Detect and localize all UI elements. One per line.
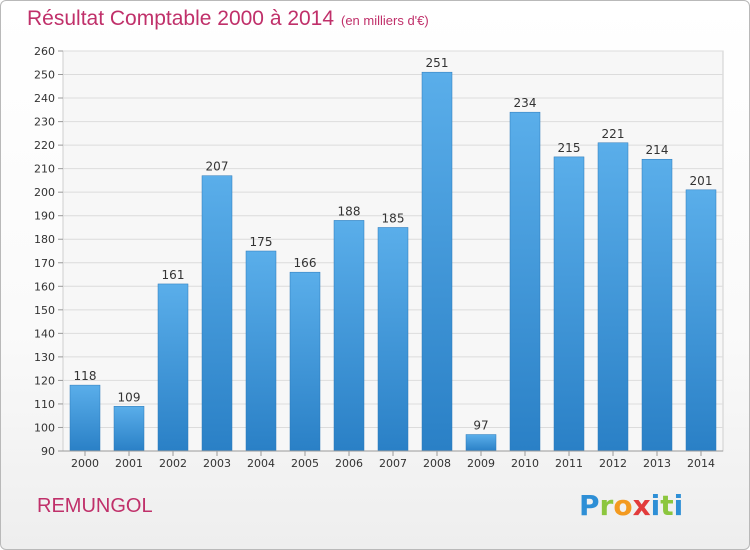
y-tick-label: 130: [34, 351, 55, 364]
y-tick-label: 90: [41, 445, 55, 458]
y-tick-label: 120: [34, 374, 55, 387]
x-tick-label-2000: 2000: [71, 457, 99, 470]
x-axis: 2000 2001 2002 2003 2004 2005 2006 2007 2008 2009…: [63, 450, 723, 470]
chart-subtitle: (en milliers d'€): [341, 13, 429, 28]
x-tick-label-2007: 2007: [379, 457, 407, 470]
x-tick-label-2006: 2006: [335, 457, 363, 470]
data-labels: 118 109 161 207 175 166 188 185 251 97 234 215 221 21…: [74, 56, 713, 432]
y-tick-label: 220: [34, 139, 55, 152]
x-tick-label-2013: 2013: [643, 457, 671, 470]
x-tick-label-2009: 2009: [467, 457, 495, 470]
y-tick-label: 230: [34, 116, 55, 129]
x-tick-label-2014: 2014: [687, 457, 715, 470]
data-label-2009: 97: [473, 419, 488, 433]
data-label-2012: 221: [602, 127, 625, 141]
x-tick-label-2004: 2004: [247, 457, 275, 470]
data-label-2011: 215: [558, 141, 581, 155]
bar-2010: [509, 111, 541, 452]
bar-2003: [201, 175, 233, 452]
bars: [69, 71, 717, 452]
y-tick-label: 250: [34, 69, 55, 82]
proxiti-logo: Proxiti: [579, 489, 684, 522]
y-tick-label: 100: [34, 421, 55, 434]
bar-2006: [333, 220, 365, 452]
bar-2013: [641, 158, 673, 452]
x-tick-label-2001: 2001: [115, 457, 143, 470]
bar-2004: [245, 250, 277, 452]
bar-2008: [421, 71, 453, 452]
data-label-2007: 185: [382, 211, 405, 225]
bar-2005: [289, 271, 321, 452]
x-tick-label-2002: 2002: [159, 457, 187, 470]
bar-2012: [597, 142, 629, 452]
x-tick-label-2010: 2010: [511, 457, 539, 470]
y-tick-label: 210: [34, 163, 55, 176]
bar-2000: [69, 384, 101, 452]
data-label-2006: 188: [338, 204, 361, 218]
y-tick-label: 140: [34, 327, 55, 340]
data-label-2000: 118: [74, 369, 97, 383]
y-tick-label: 180: [34, 233, 55, 246]
commune-name: REMUNGOL: [37, 495, 153, 517]
y-tick-label: 200: [34, 186, 55, 199]
y-tick-label: 260: [34, 45, 55, 58]
x-tick-label-2005: 2005: [291, 457, 319, 470]
x-tick-label-2008: 2008: [423, 457, 451, 470]
data-label-2013: 214: [646, 143, 669, 157]
data-label-2010: 234: [514, 96, 537, 110]
data-label-2004: 175: [250, 235, 273, 249]
y-axis: 90 100 110 120 130 140 150 160 170 180 190 200 210 22…: [34, 45, 63, 458]
y-tick-label: 240: [34, 92, 55, 105]
y-tick-label: 150: [34, 304, 55, 317]
data-label-2001: 109: [118, 390, 141, 404]
bar-2007: [377, 227, 409, 452]
bar-2014: [685, 189, 717, 452]
data-label-2008: 251: [426, 56, 449, 70]
y-tick-label: 170: [34, 257, 55, 270]
bar-2002: [157, 283, 189, 452]
y-tick-label: 110: [34, 398, 55, 411]
data-label-2002: 161: [162, 268, 185, 282]
data-label-2005: 166: [294, 256, 317, 270]
y-tick-label: 190: [34, 210, 55, 223]
y-tick-label: 160: [34, 280, 55, 293]
bar-2001: [113, 406, 145, 452]
data-label-2014: 201: [690, 174, 713, 188]
x-tick-label-2012: 2012: [599, 457, 627, 470]
x-tick-label-2003: 2003: [203, 457, 231, 470]
x-tick-label-2011: 2011: [555, 457, 583, 470]
data-label-2003: 207: [206, 160, 229, 174]
chart-title: Résultat Comptable 2000 à 2014: [27, 7, 335, 30]
bar-2011: [553, 156, 585, 452]
bar-2009: [465, 434, 497, 452]
